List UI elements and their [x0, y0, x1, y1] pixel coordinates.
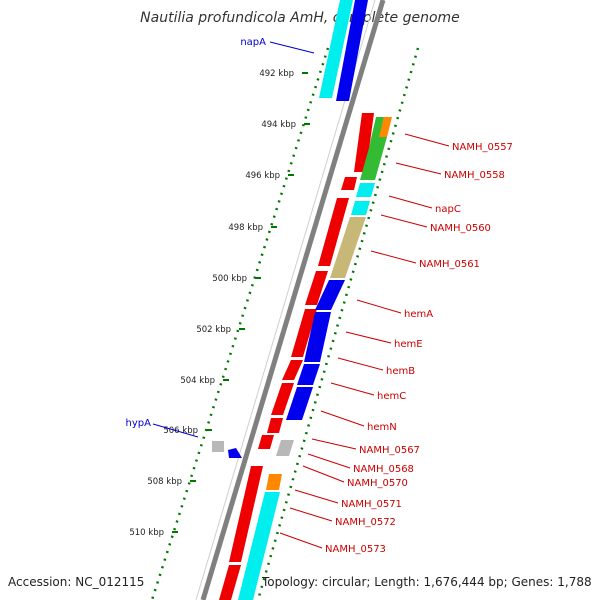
- blue-label-leader: [269, 41, 315, 54]
- cds-orange-0557: [379, 117, 392, 137]
- cds-cyan-napC: [356, 183, 375, 197]
- cds-napA-cyan: [319, 0, 353, 98]
- outer-tick-ring-left: [150, 47, 330, 600]
- red-label-leader: [330, 382, 375, 396]
- red-gene-label: hemE: [394, 339, 423, 350]
- cds-red-10: [229, 466, 263, 562]
- red-label-leader: [404, 133, 450, 147]
- scale-tick-label: 506 kbp: [163, 426, 198, 436]
- blue-gene-label: napA: [240, 37, 266, 48]
- red-label-leader: [337, 357, 384, 371]
- red-gene-label: NAMH_0558: [444, 170, 505, 181]
- red-label-leader: [289, 507, 333, 522]
- scale-tick-label: 510 kbp: [129, 528, 164, 538]
- cds-blue-hemC: [286, 387, 313, 420]
- scale-tick-label: 492 kbp: [259, 69, 294, 79]
- red-gene-label: NAMH_0571: [341, 499, 402, 510]
- red-label-leader: [320, 410, 365, 427]
- scale-ticks: 492 kbp 494 kbp 496 kbp 498 kbp 500 kbp 502 k…: [129, 69, 310, 538]
- red-gene-label: napC: [435, 204, 461, 215]
- scale-tick-label: 502 kbp: [196, 325, 231, 335]
- red-gene-label: hemN: [367, 422, 397, 433]
- blue-labels: napA hypA: [126, 37, 315, 438]
- backbone-ring: [200, 0, 386, 600]
- red-label-leader: [356, 299, 402, 314]
- cds-orange-0570: [266, 474, 282, 490]
- red-label-leader: [279, 532, 323, 549]
- blue-label-leader: [152, 423, 199, 438]
- red-gene-label: hemB: [386, 366, 415, 377]
- scale-tick-label: 496 kbp: [245, 171, 280, 181]
- cds-red-3: [318, 198, 349, 266]
- red-label-leader: [370, 250, 417, 264]
- scale-tick-label: 500 kbp: [212, 274, 247, 284]
- cds-green-0557: [370, 117, 384, 143]
- red-gene-label: hemA: [404, 309, 433, 320]
- red-gene-label: NAMH_0568: [353, 464, 414, 475]
- map-title: Nautilia profundicola AmH, complete geno…: [140, 10, 460, 26]
- cds-green-0558: [360, 137, 387, 180]
- cds-blue-hypA: [228, 448, 242, 458]
- cds-red-5: [291, 309, 317, 357]
- red-label-leader: [388, 195, 433, 209]
- cds-cyan-0560: [351, 201, 370, 215]
- blue-gene-label: hypA: [126, 418, 152, 429]
- red-label-leader: [311, 438, 357, 450]
- scale-tick-label: 508 kbp: [147, 477, 182, 487]
- red-gene-label: NAMH_0572: [335, 517, 396, 528]
- scale-tick-label: 494 kbp: [261, 120, 296, 130]
- cds-red-9: [258, 435, 274, 449]
- cds-gray-hypA: [212, 441, 224, 452]
- cds-red-7: [271, 383, 294, 415]
- cds-napA-blue: [336, 0, 368, 101]
- red-gene-label: NAMH_0570: [347, 478, 408, 489]
- cds-gray-0568: [276, 440, 294, 456]
- cds-red-1: [354, 113, 374, 172]
- red-label-leader: [307, 453, 351, 469]
- cds-blue-hemE: [304, 312, 331, 362]
- red-label-leader: [294, 489, 339, 504]
- cds-blue-hemB: [297, 364, 320, 385]
- red-gene-label: NAMH_0561: [419, 259, 480, 270]
- scale-tick-label: 504 kbp: [180, 376, 215, 386]
- red-gene-label: hemC: [377, 391, 406, 402]
- scale-tick-label: 498 kbp: [228, 223, 263, 233]
- red-gene-label: NAMH_0567: [359, 445, 420, 456]
- cds-cyan-0571: [238, 492, 280, 600]
- red-gene-label: NAMH_0573: [325, 544, 386, 555]
- red-gene-label: NAMH_0557: [452, 142, 513, 153]
- cds-blue-hemA: [315, 280, 345, 310]
- red-gene-label: NAMH_0560: [430, 223, 491, 234]
- topology-text: Topology: circular; Length: 1,676,444 bp…: [261, 575, 592, 589]
- cds-red-6: [282, 360, 303, 380]
- cds-red-8: [267, 418, 283, 433]
- red-label-leader: [395, 162, 442, 175]
- accession-text: Accession: NC_012115: [8, 575, 144, 589]
- red-label-leader: [302, 465, 345, 483]
- cds-khaki-0561: [330, 217, 366, 278]
- cds-red-11: [219, 565, 241, 600]
- red-label-leader: [345, 331, 392, 344]
- red-label-leader: [380, 214, 428, 228]
- cds-red-2: [341, 177, 357, 190]
- feature-track: [212, 0, 392, 600]
- red-labels: NAMH_0557 NAMH_0558 napC NAMH_0560 NAMH_0561…: [279, 133, 513, 555]
- cds-red-4: [305, 271, 328, 305]
